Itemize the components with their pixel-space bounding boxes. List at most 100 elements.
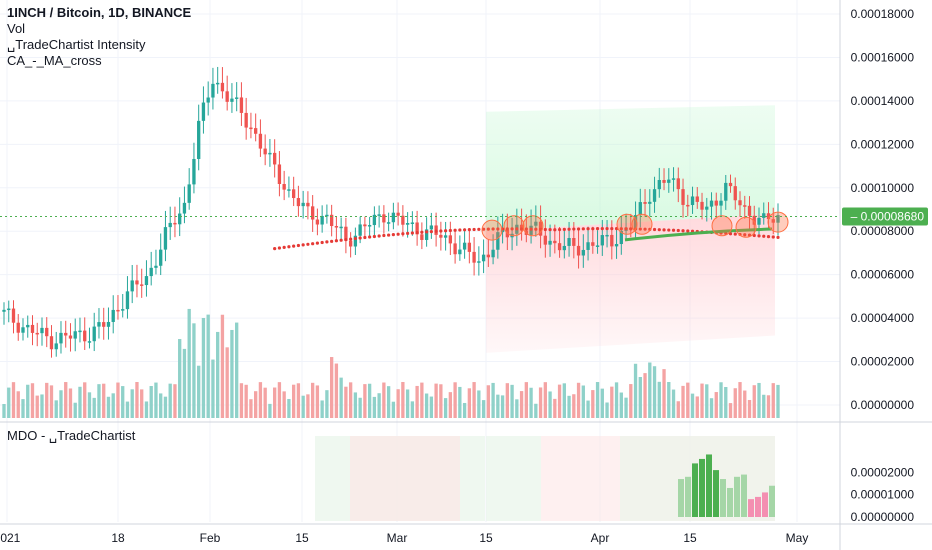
candle-body [2,309,6,312]
volume-bar [686,382,690,418]
ma-dot [662,228,666,232]
volume-bar [182,348,187,418]
candle-body [686,204,690,207]
volume-bar [339,377,343,418]
volume-bar [344,386,348,418]
ma-dot [467,228,471,232]
volume-bar [111,393,115,418]
candle-body [481,254,486,262]
candle-body [757,217,761,225]
volume-bar [7,387,11,418]
volume-bar [249,399,253,418]
candle-body [662,180,666,183]
ma-dot [396,232,400,236]
volume-bar [714,392,718,418]
volume-bar [358,397,362,418]
candle-body [192,158,196,185]
volume-bar [367,383,372,418]
candle-body [700,201,704,210]
candle-body [344,226,348,241]
candle-body [154,265,158,268]
candle-body [178,213,182,225]
ma-dot [353,236,357,241]
volume-bar [500,395,505,418]
candle-body [301,202,305,207]
volume-bar [310,382,315,418]
candle-body [163,227,168,250]
ma-dot [496,227,500,231]
volume-bar [738,382,742,418]
candle-body [453,243,457,255]
ma-dot [600,227,604,231]
volume-bar [140,389,144,418]
ma-dot [548,228,552,232]
candle-body [714,200,718,206]
volume-bar [363,384,367,418]
candle-body [671,178,676,180]
candle-body [348,240,353,247]
volume-bar [757,382,761,418]
candle-body [277,164,282,184]
candle-body [415,222,419,235]
indicator-ma-cross[interactable]: CA_-_MA_cross [7,53,102,68]
volume-bar [415,385,419,418]
volume-bar [125,401,130,418]
candle-body [254,128,258,134]
candle-body [26,324,30,328]
ma-dot [287,245,291,249]
ma-dot [477,227,481,231]
volume-bar [557,384,562,418]
indicator-intensity[interactable]: ␣TradeChartist Intensity [7,37,146,52]
mdo-bar [755,496,761,517]
volume-bar [68,388,73,418]
candle-body [695,196,699,202]
ma-dot [429,229,433,234]
mdo-title[interactable]: MDO - ␣TradeChartist [7,428,136,443]
candle-body [325,214,329,217]
volume-bar [405,389,410,418]
volume-bar [348,382,353,418]
candle-body [353,235,358,247]
time-tick-label: 15 [295,531,309,545]
volume-bar [244,384,248,418]
volume-bar [462,402,467,418]
volume-bar [296,383,301,418]
volume-bar [268,403,272,418]
ma-dot [771,235,775,239]
candle-body [64,332,68,336]
candle-body [410,222,415,224]
volume-bar [73,402,77,418]
candle-body [591,242,595,246]
candle-body [144,276,149,286]
indicator-vol[interactable]: Vol [7,21,26,36]
ma-dot [344,238,348,242]
candle-body [377,214,381,216]
time-tick-label: 15 [683,531,697,545]
ma-dot [776,235,780,239]
ma-dot [576,227,581,231]
ma-dot [728,232,733,236]
volume-bar [11,382,16,418]
mdo-bar [706,454,712,517]
ma-dot [301,243,305,247]
volume-bar [334,363,339,418]
ma-dot [406,231,410,235]
candle-body [320,215,324,225]
symbol-title[interactable]: 1INCH / Bitcoin, 1D, BINANCE [7,5,192,20]
ma-dot [605,227,609,231]
volume-bar [225,347,229,418]
ma-cross-marker [711,215,733,237]
volume-bar [40,394,44,418]
ma-dot [363,235,367,240]
ma-dot [368,235,372,239]
volume-bar [377,393,381,418]
mdo-zone-green [486,436,541,521]
mdo-tick-label: 0.00002000 [851,465,915,479]
ma-dot [510,227,514,231]
candle-body [667,179,671,183]
candle-body [766,213,771,220]
candle-body [306,202,310,207]
ma-dot [591,227,595,231]
ma-dot [472,227,476,232]
sub-panel-legend: MDO - ␣TradeChartist [7,428,135,444]
